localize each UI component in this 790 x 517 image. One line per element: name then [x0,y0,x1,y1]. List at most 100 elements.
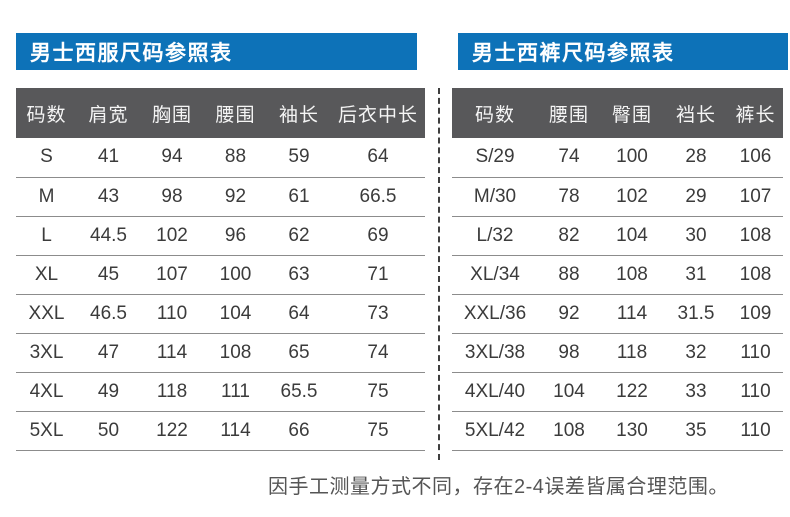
measurement-cell: 63 [267,255,331,295]
size-label-cell: 3XL [16,333,77,373]
measurement-cell: 31 [664,255,728,295]
measurement-cell: 44.5 [77,216,140,256]
measurement-cell: 69 [331,216,425,256]
measurement-cell: 102 [140,216,204,256]
measurement-cell: 64 [267,294,331,334]
pants-size-table: 码数 腰围 臀围 裆长 裤长 S/29 74 100 28 106 M/30 78 102 29 107 L/… [452,88,783,451]
column-header: 肩宽 [77,88,140,138]
measurement-cell: 100 [204,255,267,295]
size-label-cell: 3XL/38 [452,333,538,373]
table-row: XXL/36 92 114 31.5 109 [452,294,783,334]
measurement-cell: 110 [140,294,204,334]
measurement-cell: 108 [204,333,267,373]
suit-size-table: 码数 肩宽 胸围 腰围 袖长 后衣中长 S 41 94 88 59 64 M 43 98 92 61 66.5 L 4… [16,88,425,451]
measurement-cell: 74 [538,138,600,178]
measurement-cell: 107 [140,255,204,295]
measurement-cell: 108 [600,255,664,295]
pants-table-title: 男士西裤尺码参照表 [472,41,675,65]
size-label-cell: L [16,216,77,256]
measurement-cell: 74 [331,333,425,373]
table-row: 5XL/42 108 130 35 110 [452,411,783,451]
measurement-cell: 110 [728,372,783,412]
measurement-cell: 94 [140,138,204,178]
column-header: 裤长 [728,88,783,138]
measurement-cell: 59 [267,138,331,178]
measurement-cell: 109 [728,294,783,334]
measurement-cell: 47 [77,333,140,373]
header-row: 码数 肩宽 胸围 腰围 袖长 后衣中长 [16,88,425,138]
measurement-cell: 98 [140,177,204,217]
size-label-cell: 4XL [16,372,77,412]
measurement-cell: 65.5 [267,372,331,412]
measurement-cell: 108 [538,411,600,451]
measurement-cell: 78 [538,177,600,217]
pants-table-title-bar: 男士西裤尺码参照表 [458,33,788,70]
size-label-cell: XXL/36 [452,294,538,334]
size-label-cell: 5XL [16,411,77,451]
measurement-cell: 88 [204,138,267,178]
measurement-cell: 107 [728,177,783,217]
column-header: 胸围 [140,88,204,138]
measurement-cell: 92 [204,177,267,217]
size-label-cell: 5XL/42 [452,411,538,451]
measurement-cell: 66 [267,411,331,451]
measurement-cell: 110 [728,333,783,373]
measurement-cell: 114 [204,411,267,451]
measurement-cell: 32 [664,333,728,373]
measurement-cell: 75 [331,372,425,412]
measurement-cell: 108 [728,255,783,295]
table-row: 4XL/40 104 122 33 110 [452,372,783,412]
table-row: L 44.5 102 96 62 69 [16,216,425,256]
measurement-cell: 104 [538,372,600,412]
size-label-cell: S/29 [452,138,538,178]
column-header: 腰围 [538,88,600,138]
measurement-cell: 61 [267,177,331,217]
size-label-cell: M [16,177,77,217]
column-header: 后衣中长 [331,88,425,138]
measurement-cell: 31.5 [664,294,728,334]
measurement-cell: 65 [267,333,331,373]
measurement-cell: 88 [538,255,600,295]
measurement-cell: 96 [204,216,267,256]
size-label-cell: XXL [16,294,77,334]
size-label-cell: M/30 [452,177,538,217]
measurement-cell: 102 [600,177,664,217]
measurement-cell: 62 [267,216,331,256]
size-label-cell: S [16,138,77,178]
size-label-cell: XL [16,255,77,295]
column-header: 臀围 [600,88,664,138]
suit-table-title: 男士西服尺码参照表 [30,41,233,65]
column-header: 码数 [16,88,77,138]
table-row: 3XL 47 114 108 65 74 [16,333,425,373]
measurement-cell: 64 [331,138,425,178]
measurement-cell: 106 [728,138,783,178]
table-row: S 41 94 88 59 64 [16,138,425,178]
measurement-cell: 71 [331,255,425,295]
measurement-cell: 130 [600,411,664,451]
measurement-cell: 114 [600,294,664,334]
table-row: 4XL 49 118 111 65.5 75 [16,372,425,412]
measurement-cell: 45 [77,255,140,295]
measurement-cell: 98 [538,333,600,373]
table-row: 3XL/38 98 118 32 110 [452,333,783,373]
size-label-cell: 4XL/40 [452,372,538,412]
table-row: XL/34 88 108 31 108 [452,255,783,295]
column-header: 码数 [452,88,538,138]
measurement-cell: 46.5 [77,294,140,334]
measurement-cell: 75 [331,411,425,451]
table-row: S/29 74 100 28 106 [452,138,783,178]
measurement-cell: 118 [600,333,664,373]
size-label-cell: XL/34 [452,255,538,295]
measurement-cell: 110 [728,411,783,451]
measurement-cell: 111 [204,372,267,412]
measurement-cell: 41 [77,138,140,178]
measurement-cell: 50 [77,411,140,451]
header-row: 码数 腰围 臀围 裆长 裤长 [452,88,783,138]
table-row: XXL 46.5 110 104 64 73 [16,294,425,334]
measurement-cell: 108 [728,216,783,256]
measurement-cell: 35 [664,411,728,451]
measurement-cell: 92 [538,294,600,334]
table-row: 5XL 50 122 114 66 75 [16,411,425,451]
measurement-cell: 114 [140,333,204,373]
measurement-cell: 82 [538,216,600,256]
